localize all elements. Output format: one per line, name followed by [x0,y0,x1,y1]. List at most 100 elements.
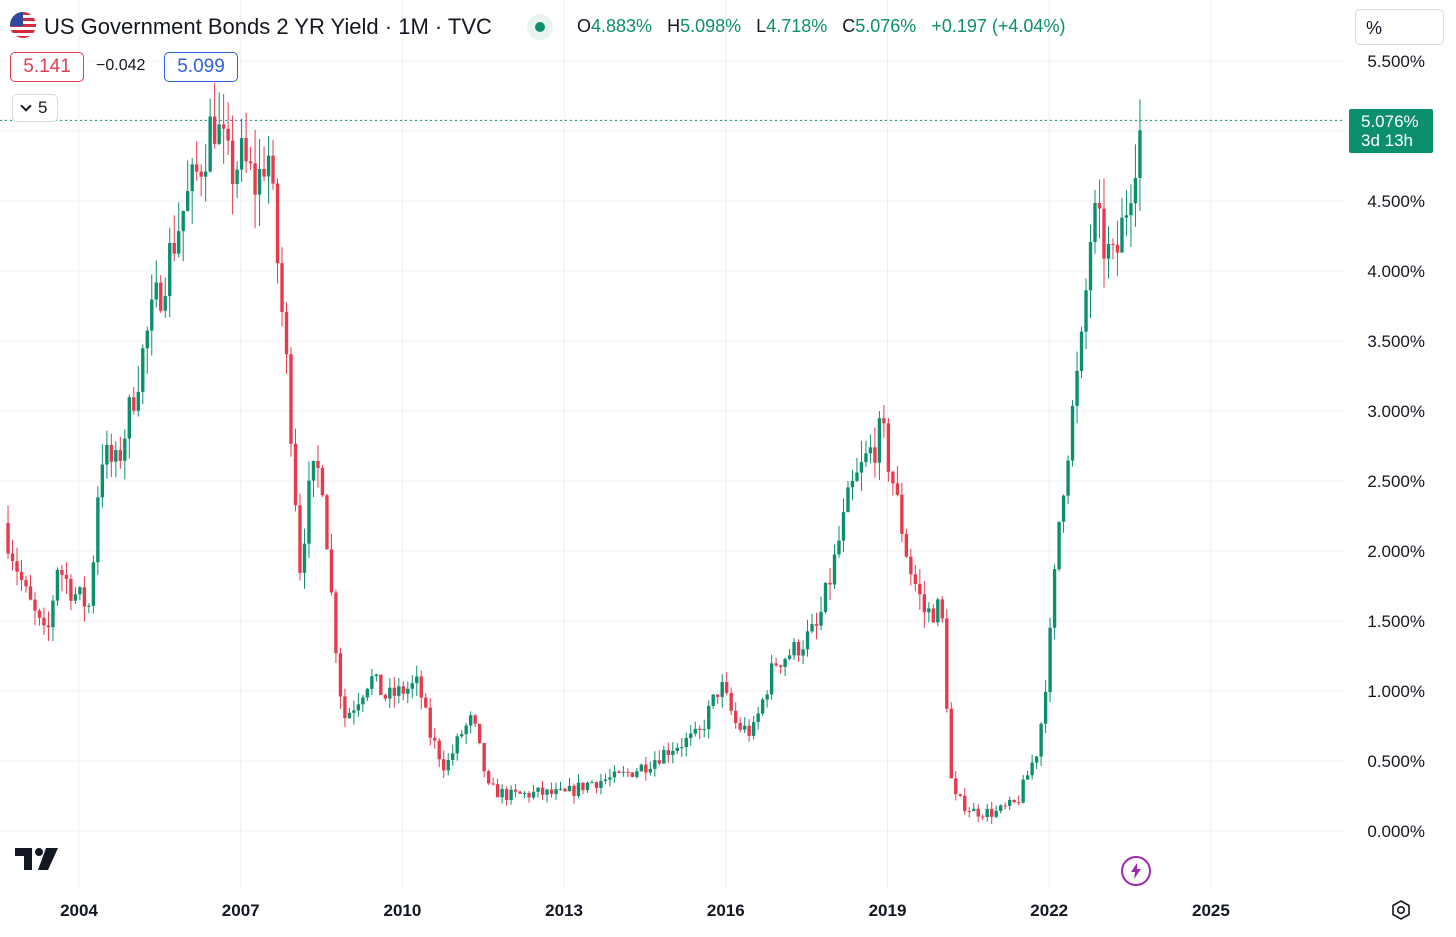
candle [181,210,185,262]
candle [742,717,747,733]
y-tick-label: 5.500% [1367,52,1425,71]
candle [100,444,105,508]
candle [190,158,194,224]
candle [230,115,235,215]
candle [648,761,653,776]
candle [796,639,801,662]
candle [702,719,706,738]
candle [900,482,904,543]
candle [585,781,590,793]
candle [433,727,437,749]
change-value: +0.197 (+4.04%) [931,16,1066,36]
candle [73,587,78,604]
candle [639,763,644,772]
candle [801,640,805,664]
candle [832,544,837,589]
candle [24,576,28,593]
candle [913,564,918,592]
candle [1003,802,1007,810]
bar-countdown: 3d 13h [1361,131,1413,150]
candle [666,742,670,763]
candle [486,769,491,786]
candle [406,681,410,703]
candle [940,596,944,623]
candle [19,560,24,592]
buy-button[interactable]: 5.099 [164,52,238,82]
spread-value: −0.042 [96,57,146,74]
candle [787,648,792,661]
settings-gear-icon[interactable] [1390,899,1412,921]
candle [154,260,158,308]
ohlc-readout: O4.883% H5.098% L4.718% C5.076% +0.197 (… [577,16,1065,37]
candle [765,690,769,708]
lightning-icon[interactable] [1121,856,1151,886]
y-tick-label: 4.000% [1367,262,1425,281]
candle [976,804,980,823]
candle [877,411,882,481]
y-axis: 0.000% 0.500% 1.000% 1.500% 2.000% 2.500% 3.00… [1367,52,1425,841]
candle [545,788,549,803]
candle [1124,190,1129,237]
candle [918,569,922,610]
candle [64,562,69,595]
unit-selector[interactable]: % [1355,9,1444,45]
candle [235,161,239,199]
y-tick-label: 1.500% [1367,612,1425,631]
open-value: 4.883% [591,16,653,36]
candle [738,717,742,733]
candle [963,788,967,815]
candle [945,609,949,713]
candle [91,555,96,614]
candle [792,638,796,660]
candle [590,780,594,784]
candle [841,498,846,553]
high-value: 5.098% [680,16,742,36]
candle [675,743,679,755]
candle [60,564,64,592]
candle [248,146,253,171]
candles [6,82,1142,824]
indicators-toggle-button[interactable]: 5 [12,94,58,122]
candle [657,750,662,766]
y-tick-label: 1.000% [1367,682,1425,701]
candle [603,773,608,785]
candle [814,612,819,640]
candle [1129,184,1133,247]
candle [837,525,841,558]
tradingview-logo-icon[interactable] [15,848,60,870]
candle [15,547,19,586]
symbol-title[interactable]: US Government Bonds 2 YR Yield · 1M · TV… [44,14,492,39]
candle [482,742,486,778]
candle [805,619,810,657]
candle [307,461,311,558]
candle [554,782,558,800]
candle [442,750,446,779]
candle [451,744,455,766]
us-flag-icon [10,12,36,38]
candle [221,94,226,164]
candle [1025,770,1030,780]
candle [379,674,383,695]
candle [999,804,1003,814]
candle [347,707,352,719]
candle [729,687,733,716]
candle [212,82,217,149]
candle [576,774,581,799]
candle [226,102,230,156]
sell-button[interactable]: 5.141 [10,52,84,82]
candle [163,277,167,318]
candle [186,160,190,212]
candle [365,687,370,701]
candle [257,139,262,226]
candle [150,274,154,356]
candle [33,592,37,626]
candle [415,665,419,696]
candle [509,785,513,805]
candle [1012,799,1016,804]
candle [109,433,114,478]
candle [356,692,361,717]
candle [78,586,82,601]
candle [468,711,473,734]
x-tick-label: 2007 [222,901,260,920]
